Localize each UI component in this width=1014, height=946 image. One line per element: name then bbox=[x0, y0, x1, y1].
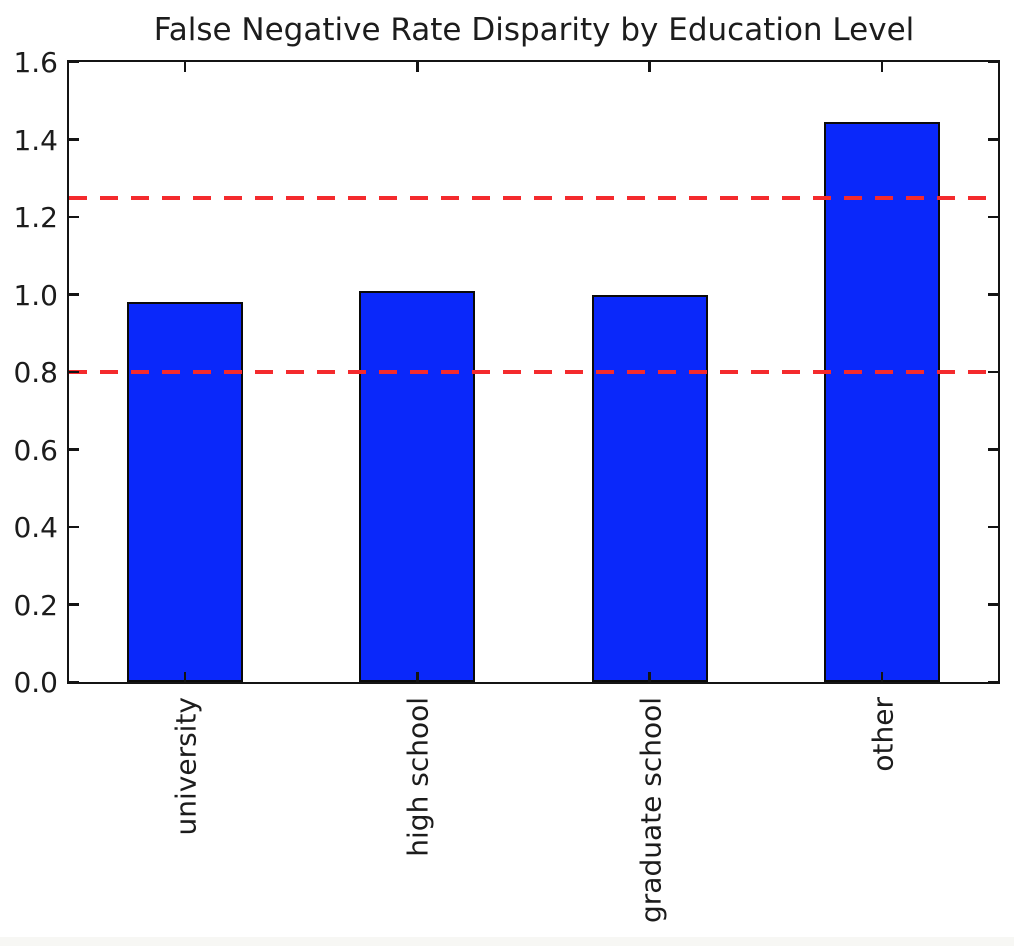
x-tick-mark-top bbox=[648, 62, 651, 72]
y-tick-label: 0.2 bbox=[13, 588, 58, 622]
bottom-edge-strip bbox=[0, 937, 1014, 946]
plot-area bbox=[67, 60, 1000, 684]
y-tick-label: 1.2 bbox=[13, 201, 58, 234]
threshold-line bbox=[69, 195, 998, 200]
x-tick-label: high school bbox=[401, 697, 435, 857]
y-tick-label: 1.6 bbox=[13, 46, 58, 79]
y-tick-mark-right bbox=[988, 60, 998, 64]
y-tick-mark-left bbox=[69, 60, 79, 64]
x-tick-mark-bottom bbox=[880, 672, 884, 682]
x-tick-mark-top bbox=[880, 62, 884, 72]
x-tick-mark-top bbox=[183, 62, 187, 72]
y-tick-mark-right bbox=[988, 525, 998, 529]
x-tick-label: other bbox=[866, 697, 900, 772]
threshold-line bbox=[69, 370, 998, 374]
y-tick-mark-left bbox=[69, 138, 79, 141]
y-tick-mark-right bbox=[988, 215, 998, 219]
y-tick-label: 0.6 bbox=[13, 433, 58, 467]
y-tick-label: 1.0 bbox=[13, 278, 58, 312]
y-tick-label: 0.8 bbox=[13, 356, 58, 389]
y-tick-mark-left bbox=[69, 525, 79, 529]
y-tick-mark-left bbox=[69, 370, 79, 374]
y-tick-mark-left bbox=[69, 215, 79, 219]
y-tick-mark-right bbox=[988, 138, 998, 141]
x-tick-mark-bottom bbox=[183, 672, 187, 682]
x-tick-mark-bottom bbox=[648, 672, 651, 682]
y-tick-mark-right bbox=[988, 680, 998, 684]
chart-title: False Negative Rate Disparity by Educati… bbox=[153, 12, 915, 48]
x-tick-mark-bottom bbox=[416, 672, 419, 682]
y-tick-label: 0.0 bbox=[13, 666, 58, 699]
bar bbox=[127, 302, 244, 682]
x-tick-label: graduate school bbox=[634, 697, 668, 923]
x-tick-mark-top bbox=[416, 62, 419, 72]
x-tick-label: university bbox=[169, 697, 203, 836]
y-tick-mark-right bbox=[988, 448, 998, 451]
y-tick-mark-left bbox=[69, 603, 79, 606]
y-tick-mark-right bbox=[988, 293, 998, 296]
bar bbox=[591, 294, 708, 682]
y-tick-mark-left bbox=[69, 680, 79, 684]
y-tick-label: 1.4 bbox=[13, 123, 58, 157]
y-tick-mark-left bbox=[69, 448, 79, 451]
y-tick-label: 0.4 bbox=[13, 511, 58, 544]
y-tick-mark-right bbox=[988, 370, 998, 374]
bar bbox=[359, 290, 476, 682]
bar bbox=[823, 122, 940, 682]
y-tick-mark-left bbox=[69, 293, 79, 296]
y-tick-mark-right bbox=[988, 603, 998, 606]
